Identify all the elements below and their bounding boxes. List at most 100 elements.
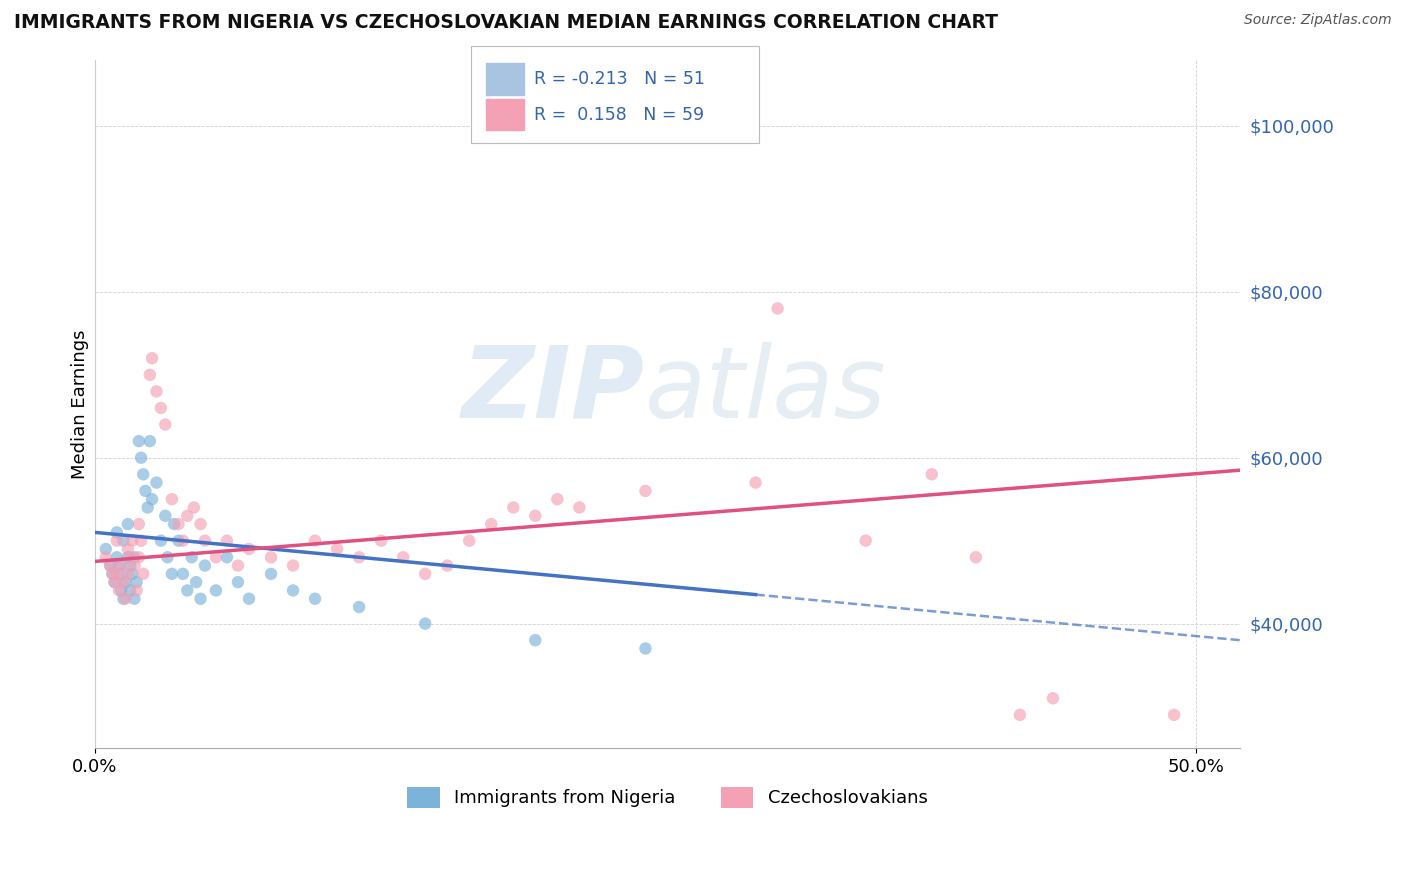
Point [124, 591, 146, 606]
Point [110, 583, 132, 598]
Point [304, 591, 326, 606]
Point [347, 600, 370, 615]
Point [260, 566, 283, 581]
Point [326, 541, 349, 556]
Point [139, 434, 162, 449]
Point [304, 533, 326, 548]
Point [347, 550, 370, 565]
Point [413, 566, 436, 581]
Point [104, 575, 127, 590]
Point [108, 558, 131, 573]
Point [524, 508, 547, 523]
Point [744, 475, 766, 490]
Point [176, 583, 198, 598]
Point [129, 450, 152, 465]
Point [167, 533, 190, 548]
Point [458, 533, 481, 548]
Point [141, 492, 163, 507]
Point [226, 558, 249, 573]
Legend: Immigrants from Nigeria, Czechoslovakians: Immigrants from Nigeria, Czechoslovakian… [401, 780, 935, 814]
Point [281, 583, 304, 598]
Point [105, 550, 128, 565]
Point [117, 541, 139, 556]
Point [155, 417, 177, 432]
Point [215, 533, 238, 548]
Point [436, 558, 458, 573]
Point [502, 500, 524, 515]
Point [568, 500, 591, 515]
Point [392, 550, 415, 565]
Point [101, 566, 124, 581]
Point [128, 517, 150, 532]
Point [105, 566, 128, 581]
Point [114, 591, 136, 606]
Point [167, 517, 190, 532]
Point [190, 517, 212, 532]
Point [141, 351, 163, 366]
Point [413, 616, 436, 631]
Point [94, 550, 117, 565]
Text: R = -0.213   N = 51: R = -0.213 N = 51 [534, 70, 706, 88]
Point [117, 566, 139, 581]
Point [114, 575, 136, 590]
Point [125, 583, 148, 598]
Point [145, 384, 167, 399]
Point [118, 550, 141, 565]
Point [479, 517, 502, 532]
Point [105, 533, 128, 548]
Point [94, 541, 117, 556]
Point [139, 368, 162, 382]
Text: IMMIGRANTS FROM NIGERIA VS CZECHOSLOVAKIAN MEDIAN EARNINGS CORRELATION CHART: IMMIGRANTS FROM NIGERIA VS CZECHOSLOVAKI… [14, 13, 998, 32]
Point [112, 575, 135, 590]
Text: R =  0.158   N = 59: R = 0.158 N = 59 [534, 105, 704, 124]
Point [134, 483, 156, 498]
Point [634, 641, 657, 656]
Point [215, 550, 238, 565]
Y-axis label: Median Earnings: Median Earnings [72, 329, 89, 479]
Point [124, 550, 146, 565]
Point [112, 591, 135, 606]
Point [1163, 707, 1185, 722]
Point [546, 492, 568, 507]
Point [121, 533, 143, 548]
Point [238, 541, 260, 556]
Point [766, 301, 789, 316]
Point [160, 492, 183, 507]
Point [855, 533, 877, 548]
Point [205, 550, 228, 565]
Point [1042, 691, 1064, 706]
Point [184, 575, 207, 590]
Point [160, 566, 183, 581]
Point [176, 508, 198, 523]
Point [110, 558, 132, 573]
Point [226, 575, 249, 590]
Point [921, 467, 943, 482]
Point [163, 517, 186, 532]
Point [172, 533, 194, 548]
Point [281, 558, 304, 573]
Text: ZIP: ZIP [461, 342, 644, 439]
Point [172, 566, 194, 581]
Point [129, 533, 152, 548]
Point [105, 525, 128, 540]
Text: atlas: atlas [644, 342, 886, 439]
Point [132, 467, 155, 482]
Point [965, 550, 987, 565]
Point [149, 401, 172, 415]
Point [136, 500, 159, 515]
Point [118, 583, 141, 598]
Point [121, 566, 143, 581]
Point [524, 633, 547, 648]
Point [194, 558, 217, 573]
Point [145, 475, 167, 490]
Point [156, 550, 179, 565]
Point [108, 583, 131, 598]
Point [124, 558, 146, 573]
Point [1008, 707, 1031, 722]
Point [634, 483, 657, 498]
Point [117, 517, 139, 532]
Point [180, 550, 202, 565]
Point [190, 591, 212, 606]
Point [194, 533, 217, 548]
Text: Source: ZipAtlas.com: Source: ZipAtlas.com [1244, 13, 1392, 28]
